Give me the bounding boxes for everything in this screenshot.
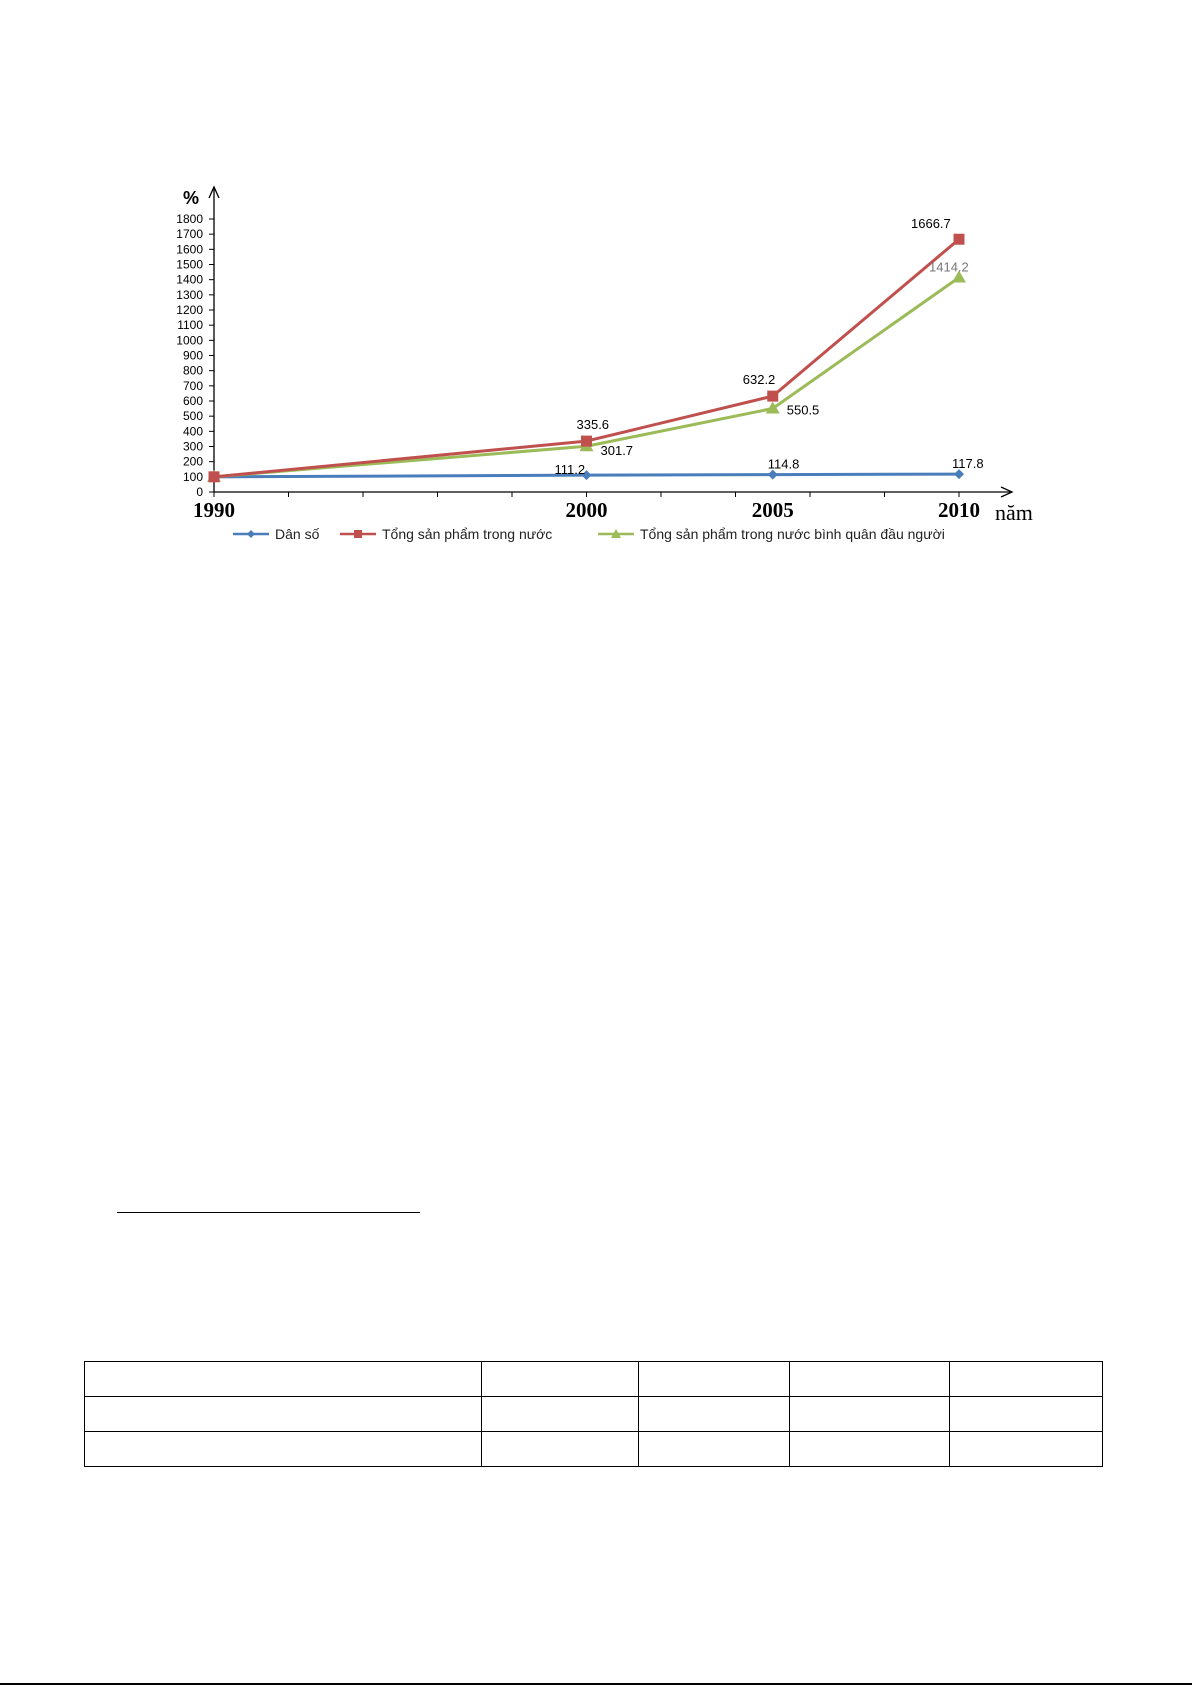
data-label: 117.8 — [952, 456, 984, 471]
data-label: 1666.7 — [911, 216, 951, 231]
data-label: 1414.2 — [929, 260, 969, 275]
legend-label: Dân số — [275, 526, 320, 542]
data-point — [952, 270, 966, 283]
series-line — [213, 276, 960, 479]
table-row — [84, 1431, 1103, 1467]
table-cell — [789, 1396, 950, 1432]
x-tick-label: 2010 — [938, 498, 980, 522]
y-tick-label: 1100 — [177, 318, 203, 332]
data-point — [208, 471, 220, 483]
y-axis-label: % — [183, 188, 199, 208]
data-point — [954, 469, 964, 480]
data-point — [767, 469, 778, 480]
series-group — [208, 233, 965, 483]
y-tick-label: 1000 — [176, 333, 203, 347]
series-group — [207, 270, 966, 482]
page-bottom-rule — [0, 1683, 1192, 1685]
data-label: 111.2 — [555, 462, 586, 477]
y-tick-label: 200 — [183, 455, 203, 469]
y-tick-label: 500 — [183, 409, 203, 423]
x-tick-label: 2005 — [752, 498, 794, 522]
y-tick-label: 700 — [183, 379, 203, 393]
y-tick-label: 1500 — [176, 258, 203, 272]
legend-marker — [247, 530, 255, 538]
data-point — [581, 470, 592, 481]
table-cell — [481, 1361, 639, 1397]
y-tick-label: 300 — [183, 440, 203, 454]
y-tick-label: 1700 — [176, 227, 203, 241]
y-tick-label: 900 — [183, 349, 203, 363]
y-tick-label: 0 — [196, 485, 203, 499]
y-tick-label: 400 — [183, 424, 203, 438]
underline-rule — [117, 1212, 420, 1213]
x-axis-arrow — [1000, 486, 1014, 498]
data-label: 114.8 — [768, 457, 800, 472]
y-tick-label: 100 — [183, 470, 203, 484]
table-cell — [789, 1431, 950, 1467]
data-point — [581, 435, 592, 447]
table-cell — [481, 1396, 639, 1432]
data-point — [953, 233, 965, 245]
table-cell — [949, 1431, 1103, 1467]
y-tick-label: 1800 — [176, 212, 203, 226]
y-tick-label: 1300 — [176, 288, 203, 302]
data-point — [765, 401, 780, 414]
y-tick-label: 1400 — [176, 273, 203, 287]
table-cell — [84, 1396, 482, 1432]
table-cell — [789, 1361, 950, 1397]
table-cell — [84, 1361, 482, 1397]
table-cell — [638, 1396, 790, 1432]
table-row — [84, 1396, 1103, 1432]
legend-marker — [611, 529, 621, 538]
legend-label: Tổng sản phẩm trong nước bình quân đầu n… — [640, 526, 945, 542]
table-cell — [84, 1431, 482, 1467]
y-tick-label: 800 — [183, 364, 203, 378]
data-label: 301.7 — [601, 443, 634, 458]
y-tick-label: 1600 — [176, 242, 203, 256]
table-cell — [638, 1431, 790, 1467]
data-label: 632.2 — [743, 372, 776, 387]
x-tick-label: 2000 — [566, 498, 608, 522]
series-group — [209, 469, 964, 482]
x-tick-label: 1990 — [193, 498, 235, 522]
legend-marker — [354, 530, 362, 538]
x-axis-label: năm — [995, 500, 1033, 525]
y-tick-label: 1200 — [176, 303, 203, 317]
y-tick-label: 600 — [183, 394, 203, 408]
y-axis-arrow — [208, 185, 220, 199]
table-cell — [949, 1396, 1103, 1432]
chart-legend: Dân số Tổng sản phẩm trong nước Tổng sản p… — [233, 526, 945, 542]
table-row — [84, 1361, 1103, 1397]
series-line — [213, 238, 960, 479]
legend-label: Tổng sản phẩm trong nước — [382, 526, 552, 542]
table-cell — [949, 1361, 1103, 1397]
data-label: 550.5 — [787, 403, 820, 418]
table-cell — [481, 1431, 639, 1467]
chart-axes — [208, 185, 1014, 498]
chart-series: 111.2 114.8 117.8 335.6 632.2 1666.7 301.7 550.… — [207, 216, 984, 483]
data-label: 335.6 — [577, 417, 610, 432]
data-table — [84, 1361, 1103, 1467]
table-cell — [638, 1361, 790, 1397]
data-point — [767, 390, 779, 402]
series-line — [213, 472, 960, 479]
